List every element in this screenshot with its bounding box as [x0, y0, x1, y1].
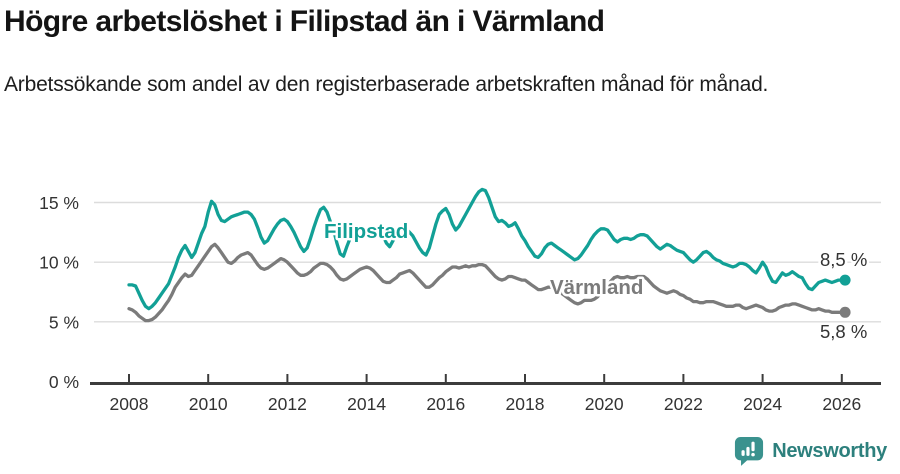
- filipstad-end-dot: [839, 274, 851, 286]
- y-axis-tick-label: 5 %: [49, 312, 79, 332]
- x-axis-tick-label: 2016: [426, 394, 465, 414]
- x-axis-tick-label: 2014: [347, 394, 386, 414]
- y-axis-tick-label: 0 %: [49, 372, 79, 392]
- newsworthy-icon: [735, 436, 764, 466]
- gridlines-group: [94, 201, 881, 323]
- x-axis-tick-label: 2018: [506, 394, 545, 414]
- varmland-line-label: Värmland: [550, 276, 643, 299]
- x-axis-tick-label: 2012: [268, 394, 307, 414]
- axis-ticks-group: [128, 374, 843, 384]
- y-axis-tick-label: 15 %: [39, 193, 79, 213]
- x-axis-tick-label: 2008: [110, 394, 149, 414]
- axis-labels-group: 15 % 10 % 5 % 0 % 2008 2010 2012 2014 2016 2018 20…: [39, 193, 861, 414]
- page-subtitle: Arbetssökande som andel av den registerb…: [4, 73, 769, 96]
- x-axis-tick-label: 2020: [585, 394, 624, 414]
- y-axis-tick-label: 10 %: [39, 253, 79, 273]
- filipstad-end-value-label: 8,5 %: [820, 249, 867, 270]
- x-axis-tick-label: 2010: [189, 394, 228, 414]
- varmland-end-value-label: 5,8 %: [820, 321, 867, 342]
- page-title: Högre arbetslöshet i Filipstad än i Värm…: [4, 5, 605, 38]
- filipstad-line-label: Filipstad: [324, 220, 408, 243]
- x-axis-tick-label: 2024: [743, 394, 782, 414]
- varmland-line: [127, 242, 847, 323]
- x-axis-tick-label: 2022: [664, 394, 703, 414]
- varmland-end-dot: [839, 306, 851, 318]
- newsworthy-brand-text: Newsworthy: [772, 440, 887, 462]
- x-axis-tick-label: 2026: [822, 394, 861, 414]
- newsworthy-logo: Newsworthy: [734, 436, 887, 467]
- filipstad-line: [127, 187, 847, 311]
